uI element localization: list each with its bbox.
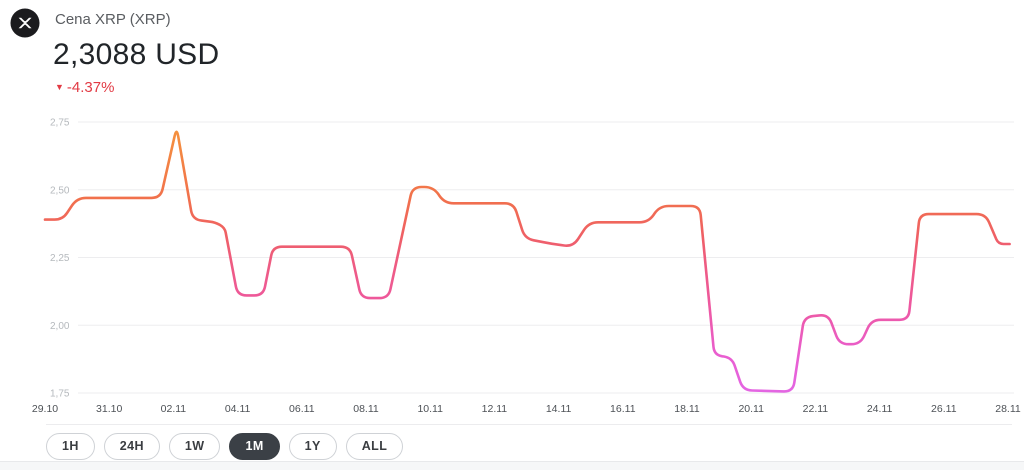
x-axis-label: 28.11	[995, 403, 1021, 415]
price-change: ▼ -4.37%	[55, 79, 114, 96]
x-axis-label: 08.11	[353, 403, 379, 415]
range-button-1y[interactable]: 1Y	[288, 433, 337, 460]
range-button-1h[interactable]: 1H	[46, 433, 95, 460]
x-axis-label: 29.10	[31, 403, 59, 415]
range-button-24h[interactable]: 24H	[103, 433, 160, 460]
coin-title: Cena XRP (XRP)	[55, 11, 171, 28]
x-axis-label: 10.11	[417, 403, 443, 415]
x-axis-label: 12.11	[481, 403, 508, 415]
x-axis-label: 20.11	[738, 403, 764, 415]
range-button-1w[interactable]: 1W	[168, 433, 221, 460]
x-axis-label: 04.11	[224, 403, 251, 415]
xrp-logo-icon	[10, 8, 40, 38]
x-axis-label: 14.11	[545, 403, 572, 415]
x-axis: 29.10 31.10 02.11 04.11 06.11 08.11 10.11 12.11…	[0, 403, 1024, 417]
price-change-value: -4.37%	[66, 79, 115, 96]
coin-price: 2,3088 USD	[53, 38, 220, 71]
y-axis-label: 2,25	[50, 253, 70, 264]
x-axis-label: 31.10	[96, 403, 123, 415]
range-button-all[interactable]: ALL	[345, 433, 404, 460]
x-axis-label: 02.11	[160, 403, 187, 415]
price-line	[43, 130, 1011, 393]
range-button-1m[interactable]: 1M	[229, 433, 280, 460]
bottom-border	[0, 461, 1024, 470]
y-axis-label: 2,75	[50, 118, 70, 129]
y-axis-label: 1,75	[50, 389, 70, 400]
down-triangle-icon: ▼	[55, 82, 64, 92]
price-chart[interactable]: 2,75 2,50 2,25 2,00 1,75	[0, 112, 1024, 412]
y-axis-label: 2,00	[50, 321, 70, 332]
x-axis-label: 24.11	[866, 403, 893, 415]
chart-divider	[46, 424, 1012, 425]
x-axis-label: 16.11	[610, 403, 636, 415]
y-axis-label: 2,50	[50, 185, 70, 196]
x-axis-label: 22.11	[802, 403, 829, 415]
x-axis-label: 06.11	[289, 403, 315, 415]
range-selector: 1H 24H 1W 1M 1Y ALL	[46, 433, 404, 460]
x-axis-label: 18.11	[674, 403, 700, 415]
x-axis-label: 26.11	[931, 403, 957, 415]
